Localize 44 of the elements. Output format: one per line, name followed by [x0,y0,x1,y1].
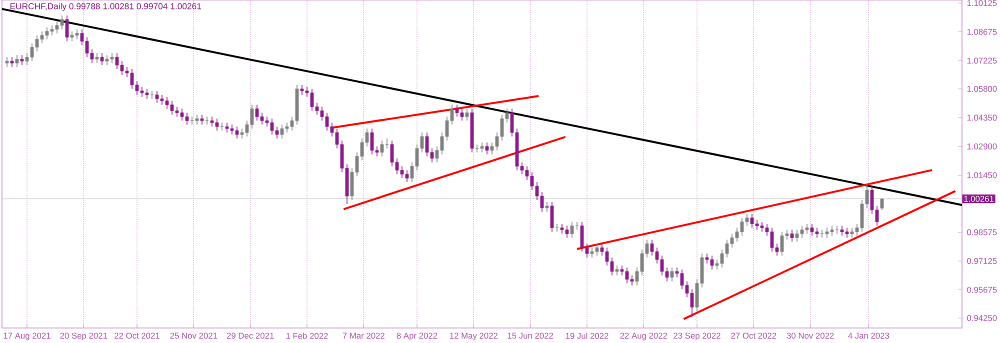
candlestick [5,56,9,68]
y-tick-label: 1.08675 [967,28,997,35]
x-tick-label: 4 Jan 2023 [848,332,890,339]
candlestick [465,108,469,122]
x-tick-label: 19 Jul 2022 [566,332,608,339]
x-tick-label: 29 Dec 2021 [226,332,274,339]
candlestick [485,142,489,155]
y-tick-label: 1.10125 [967,0,997,6]
x-tick-label: 22 Aug 2022 [620,332,668,340]
y-tick-label: 1.01450 [967,172,997,178]
ref-line-label: 1.00261 [964,196,994,202]
candlestick [65,15,69,42]
candlestick [15,54,19,68]
y-tick-label: 1.02900 [967,143,997,150]
candlestick [95,52,99,64]
x-tick-label: 8 Apr 2022 [396,332,438,340]
candlestick [670,267,674,282]
y-tick-label: 1.07225 [967,58,997,64]
candlestick [615,265,619,276]
x-tick-label: 23 Sep 2022 [674,332,720,340]
y-tick-label: 1.05800 [967,86,997,92]
y-tick-label: 1.04350 [967,114,997,121]
y-tick-label: 0.95675 [967,286,997,293]
x-tick-label: 12 May 2022 [450,332,498,340]
x-tick-label: 30 Nov 2022 [786,332,834,339]
x-tick-label: 25 Nov 2021 [170,332,218,339]
y-tick-label: 0.98575 [967,229,997,236]
candlestick [100,52,104,66]
candlestick [550,202,554,232]
candlestick [545,202,549,212]
chart-title: EURCHF,Daily 0.99788 1.00281 0.99704 1.00261 [10,2,202,12]
x-tick-label: 22 Oct 2021 [114,332,160,339]
x-tick-label: 27 Oct 2022 [731,332,776,339]
candlestick [790,229,794,242]
x-tick-label: 20 Sep 2021 [60,332,108,340]
x-tick-label: 7 Mar 2022 [342,332,384,339]
candlestick [10,56,14,68]
candlestick [200,114,204,126]
y-tick-label: 0.97125 [967,258,997,264]
x-tick-label: 15 Jun 2022 [508,332,554,339]
x-tick-label: 17 Aug 2021 [4,332,50,340]
y-tick-label: 0.94250 [967,315,997,322]
x-tick-label: 1 Feb 2022 [286,332,328,339]
candlestick [20,54,24,66]
